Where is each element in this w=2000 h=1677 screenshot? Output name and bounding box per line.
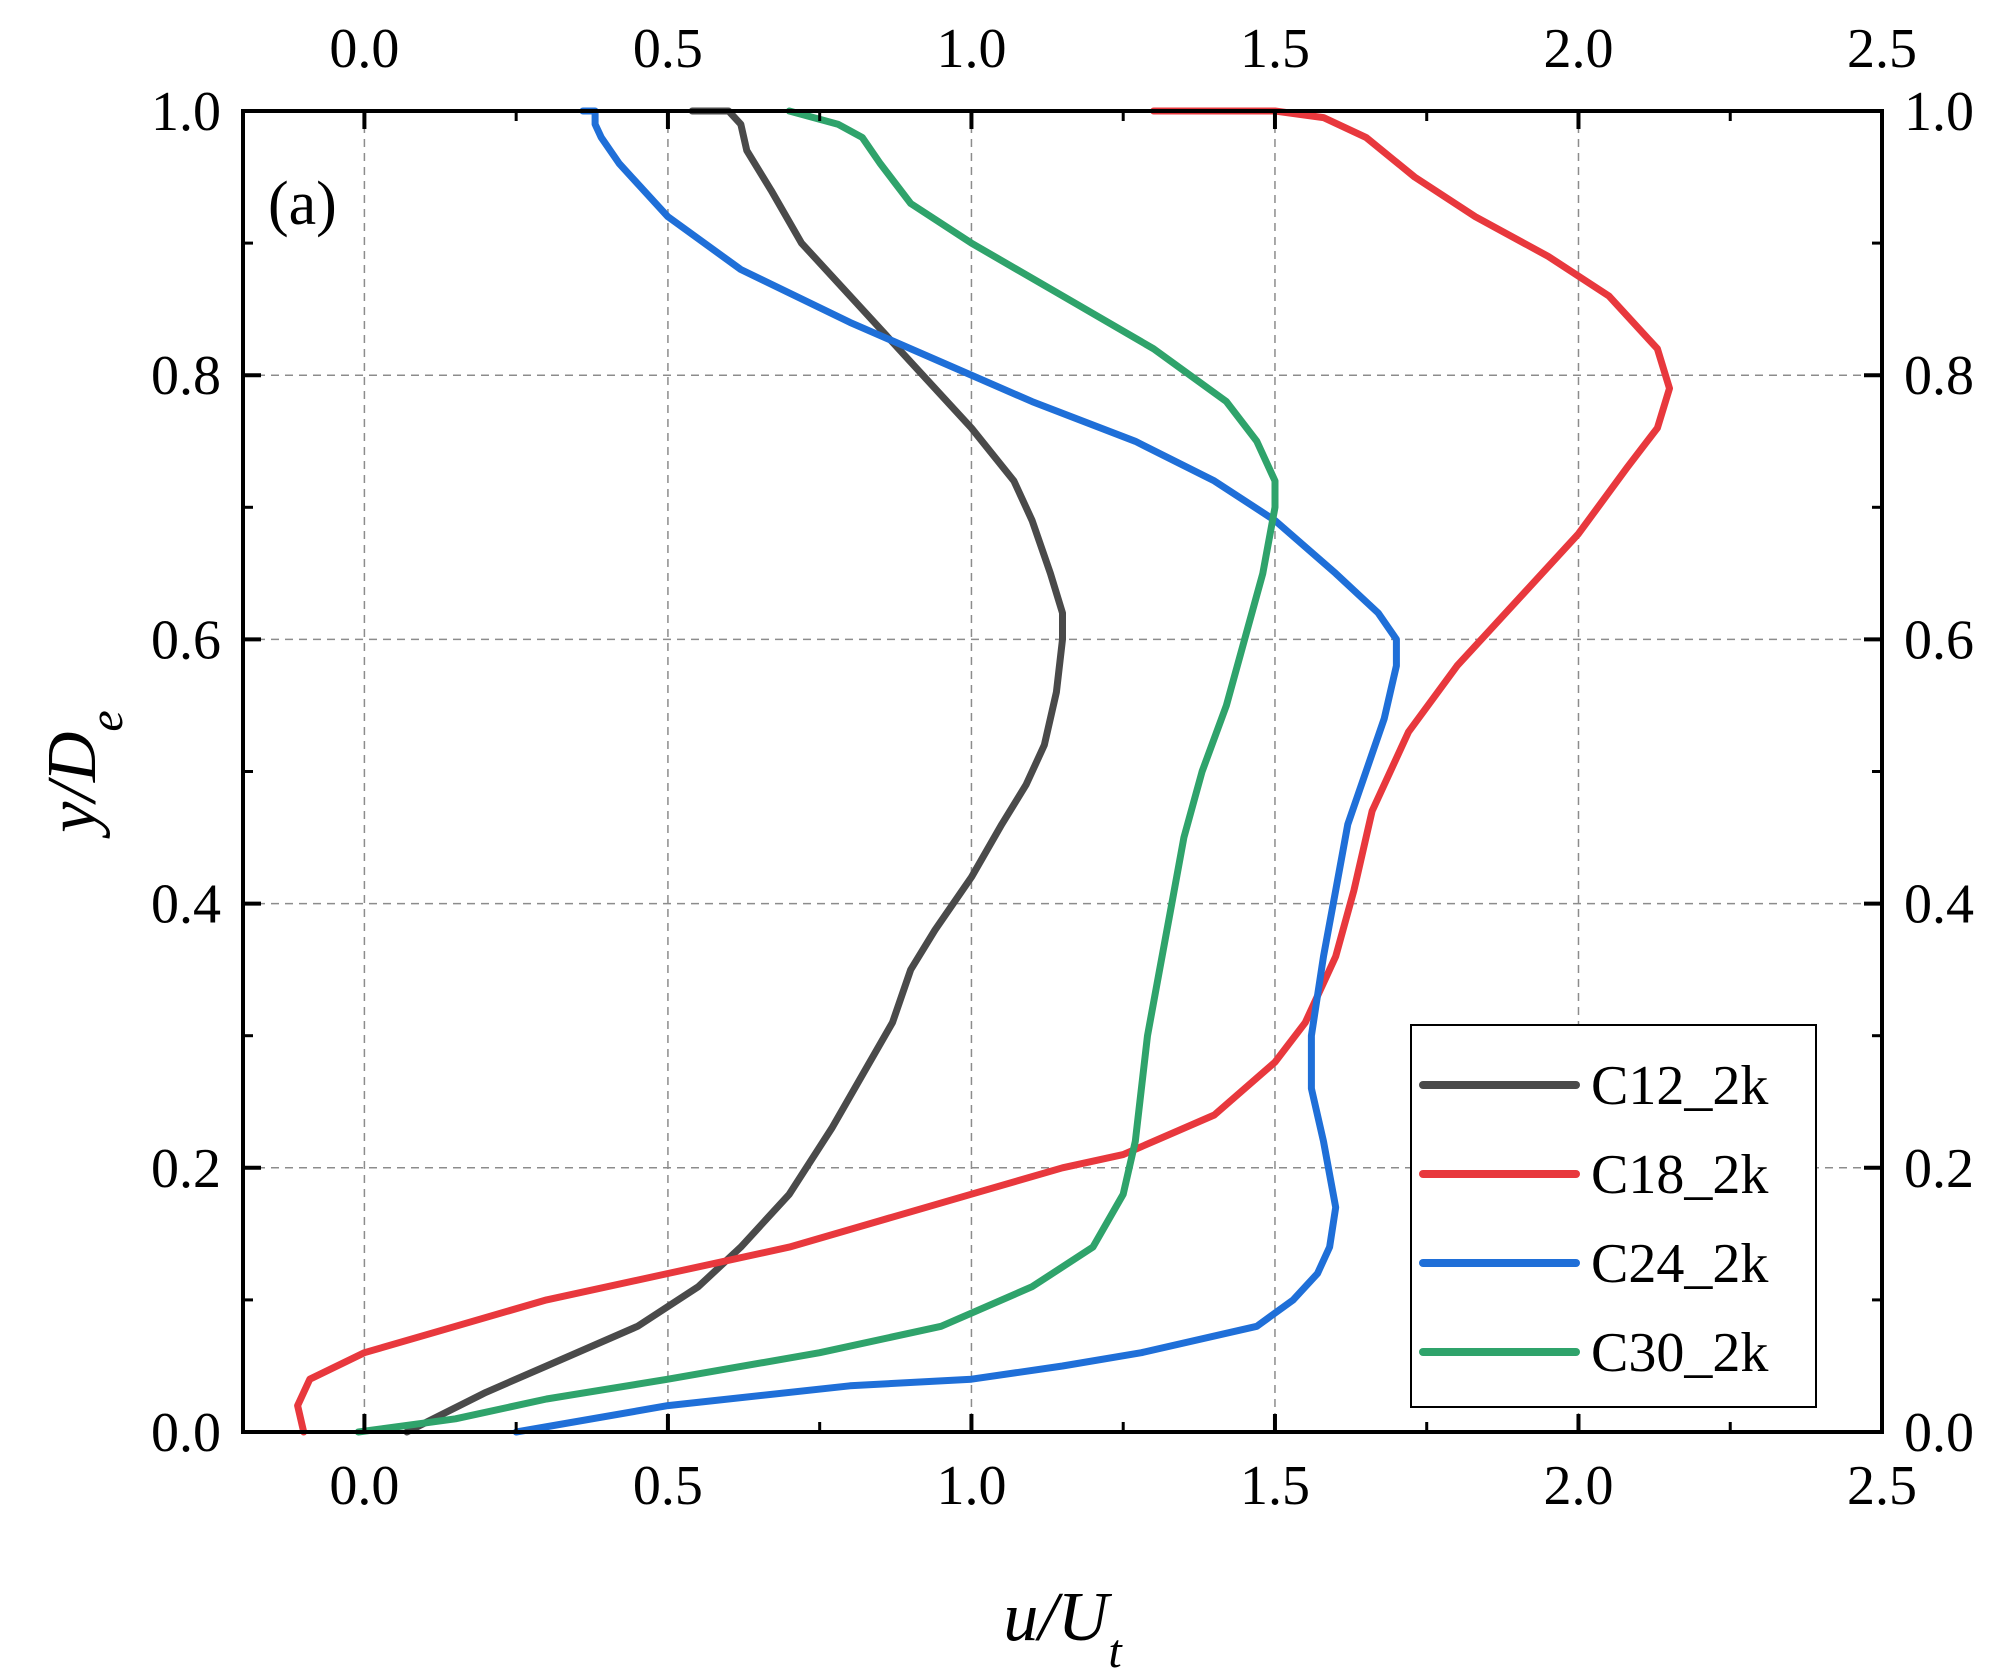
x-tick-label-bottom: 0.0 [329,1455,399,1517]
legend-label: C12_2k [1591,1055,1768,1117]
y-tick-label-left: 0.8 [151,345,221,407]
x-tick-label-top: 1.5 [1240,18,1310,80]
series-line-c24-2k [512,107,1400,1436]
y-tick-label-left: 0.2 [151,1138,221,1200]
x-axis-title-main: u/U [1003,1579,1112,1656]
y-tick-label-right: 0.8 [1904,345,1974,407]
x-axis-title-subscript: t [1108,1625,1123,1677]
x-tick-label-top: 2.5 [1847,18,1917,80]
x-tick-label-top: 2.0 [1543,18,1613,80]
y-tick-label-left: 0.0 [151,1402,221,1464]
x-tick-label-bottom: 0.5 [633,1455,703,1517]
y-axis-title: y/De [34,710,133,838]
legend: C12_2k C18_2k C24_2k C30_2k [1410,1024,1817,1408]
x-tick-label-top: 0.0 [329,18,399,80]
y-tick-label-left: 0.6 [151,609,221,671]
tick-labels: 0.00.00.50.51.01.01.51.52.02.02.52.50.0 0… [151,18,1974,1517]
ticks [243,109,1884,1434]
y-tick-label-right: 0.6 [1904,609,1974,671]
y-tick-label-right: 0.0 [1904,1402,1974,1464]
x-tick-label-bottom: 2.5 [1847,1455,1917,1517]
y-tick-label-left: 1.0 [151,81,221,143]
y-axis-title-main: y/D [34,732,111,839]
legend-label: C24_2k [1591,1233,1768,1295]
y-tick-label-right: 0.2 [1904,1138,1974,1200]
legend-label: C18_2k [1591,1144,1768,1206]
legend-label: C30_2k [1591,1322,1768,1384]
series-line-c12-2k [403,107,1066,1436]
y-tick-label-right: 0.4 [1904,874,1974,936]
series-line-c30-2k [354,107,1279,1436]
series-line-c18-2k [294,107,1673,1436]
x-tick-label-bottom: 1.0 [936,1455,1006,1517]
x-tick-label-top: 1.0 [936,18,1006,80]
x-tick-label-bottom: 2.0 [1543,1455,1613,1517]
x-axis-title: u/Ut [1003,1579,1123,1677]
y-tick-label-left: 0.4 [151,874,221,936]
panel-label: (a) [268,170,337,238]
x-tick-label-top: 0.5 [633,18,703,80]
y-axis-title-subscript: e [80,710,133,731]
x-tick-label-bottom: 1.5 [1240,1455,1310,1517]
y-tick-label-right: 1.0 [1904,81,1974,143]
series-group [294,107,1673,1436]
